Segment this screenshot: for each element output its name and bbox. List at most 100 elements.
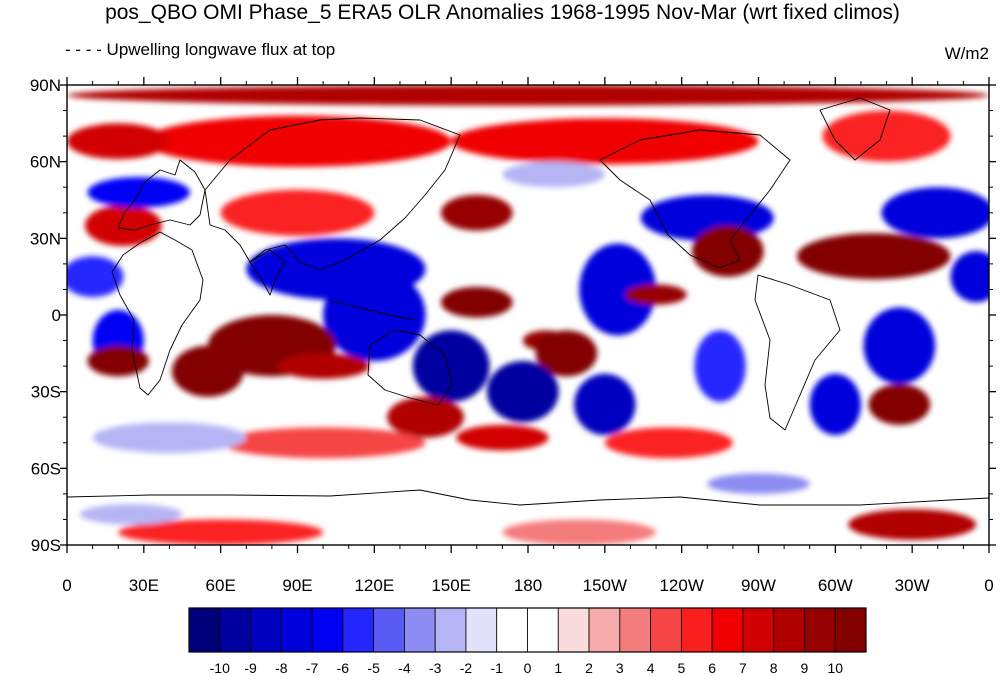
lon-tick-label: 90E [282, 576, 312, 595]
anomaly-feature [412, 330, 490, 402]
colorbar-label: 1 [554, 660, 562, 676]
coast-europe [117, 159, 206, 231]
lon-tick-label: 150W [583, 576, 627, 595]
colorbar-swatch [404, 607, 436, 653]
coast-asia [204, 117, 461, 271]
lon-tick-label: 30E [129, 576, 159, 595]
colorbar-swatch [527, 607, 559, 653]
anomaly-feature [487, 361, 559, 423]
coastlines [67, 97, 989, 506]
colorbar-label: -6 [337, 660, 350, 676]
anomaly-feature [796, 233, 951, 280]
colorbar-label: -8 [275, 660, 288, 676]
lon-tick-label: 120W [659, 576, 703, 595]
colorbar-label: -10 [210, 660, 230, 676]
anomaly-feature [848, 509, 977, 540]
colorbar-label: -3 [429, 660, 442, 676]
chart-title: pos_QBO OMI Phase_5 ERA5 OLR Anomalies 1… [105, 1, 900, 24]
lon-tick-label: 180 [514, 576, 542, 595]
lat-tick-label: 30S [31, 383, 61, 402]
anomaly-feature [118, 519, 324, 545]
anomaly-feature [502, 161, 605, 188]
coast-antarctica [67, 489, 989, 506]
anomaly-feature [172, 345, 244, 397]
anomaly-feature [579, 243, 657, 336]
colorbar-swatch [834, 607, 867, 653]
colorbar-swatch [465, 607, 498, 653]
anomaly-feature [863, 307, 936, 384]
anomaly-feature [440, 194, 513, 231]
anomaly-feature [220, 427, 426, 459]
colorbar-label: 7 [739, 660, 747, 676]
colorbar-label: 8 [770, 660, 778, 676]
colorbar-label: 6 [708, 660, 716, 676]
colorbar-label: 0 [524, 660, 532, 676]
colorbar-label: 3 [616, 660, 624, 676]
anomaly-feature [87, 345, 149, 377]
colorbar-label: -9 [244, 660, 257, 676]
colorbar-swatch [496, 607, 528, 653]
lon-tick-label: 0 [62, 576, 71, 595]
colorbar-swatch [434, 607, 467, 653]
lon-tick-label: 150E [431, 576, 471, 595]
colorbar-swatch [711, 607, 744, 653]
colorbar-swatch [342, 607, 375, 653]
anomaly-feature [604, 427, 733, 459]
anomaly-feature [625, 284, 687, 305]
anomaly-feature [84, 205, 162, 246]
colorbar-swatch [188, 607, 221, 653]
lat-tick-label: 30N [30, 229, 61, 248]
colorbar-swatch [773, 607, 805, 653]
anomaly-feature [277, 353, 370, 379]
colorbar-label: -2 [460, 660, 473, 676]
anomaly-feature [323, 269, 426, 361]
colorbar-frame [188, 607, 867, 653]
anomaly-feature [822, 110, 951, 162]
colorbar-label: 9 [801, 660, 809, 676]
anomaly-feature [707, 473, 810, 494]
anomaly-feature [881, 187, 989, 239]
anomaly-feature [79, 504, 183, 525]
map-field [67, 85, 989, 545]
lat-tick-label: 60N [30, 153, 61, 172]
anomaly-feature [868, 384, 931, 425]
lat-tick-label: 60S [31, 459, 61, 478]
anomaly-feature [574, 373, 636, 436]
coast-greenland [819, 97, 891, 161]
colorbar-swatch [311, 607, 344, 653]
coast-australia [367, 329, 453, 406]
coast-south-america [754, 274, 841, 431]
anomaly-feature [456, 424, 549, 451]
anomaly-feature [502, 519, 657, 545]
anomaly-feature [694, 330, 746, 402]
lon-tick-label: 120E [354, 576, 394, 595]
lon-tick-label: 60W [818, 576, 853, 595]
variable-legend: - - - - Upwelling longwave flux at top [65, 40, 336, 59]
colorbar-swatch [373, 607, 405, 653]
coast-north-america [599, 129, 791, 269]
anomaly-feature [220, 189, 375, 236]
colorbar-swatch [250, 607, 282, 653]
colorbar-label: 2 [585, 660, 593, 676]
lat-tick-label: 0 [52, 306, 61, 325]
colorbar-label: 5 [677, 660, 685, 676]
anomaly-feature [143, 115, 452, 167]
anomaly-feature [67, 85, 989, 106]
anomaly-feature [809, 373, 861, 436]
colorbar-label: 4 [647, 660, 655, 676]
colorbar-swatch [680, 607, 713, 653]
anomaly-feature [440, 286, 513, 318]
colorbar-swatch [619, 607, 651, 653]
lon-tick-label: 90W [741, 576, 776, 595]
colorbar-swatch [804, 607, 836, 653]
colorbar-swatch [742, 607, 775, 653]
colorbar-swatch [650, 607, 682, 653]
coast-indonesia [329, 299, 416, 321]
anomaly-feature [67, 123, 170, 160]
colorbar-label: 10 [827, 660, 843, 676]
colorbar-label: -4 [398, 660, 411, 676]
anomaly-feature [87, 177, 190, 208]
anomaly-feature [535, 330, 598, 377]
anomaly-feature [67, 256, 124, 298]
